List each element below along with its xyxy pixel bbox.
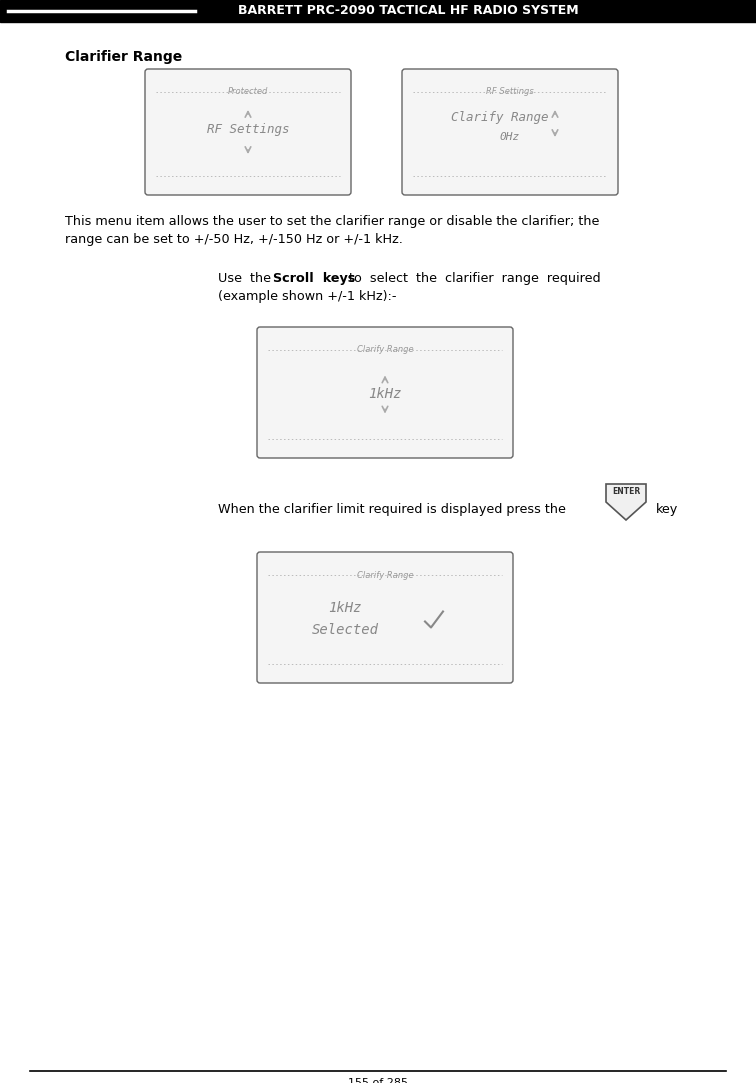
FancyBboxPatch shape xyxy=(402,69,618,195)
Text: (example shown +/-1 kHz):-: (example shown +/-1 kHz):- xyxy=(218,290,396,303)
Text: 155 of 285: 155 of 285 xyxy=(348,1078,408,1083)
Text: key: key xyxy=(656,504,678,517)
Polygon shape xyxy=(606,484,646,520)
Text: ENTER: ENTER xyxy=(612,487,640,496)
Text: Clarify Range: Clarify Range xyxy=(357,571,414,579)
Text: 1kHz: 1kHz xyxy=(328,600,362,614)
Text: Use  the: Use the xyxy=(218,272,279,285)
Text: Selected: Selected xyxy=(311,623,379,637)
Text: 1kHz: 1kHz xyxy=(368,388,401,402)
Text: When the clarifier limit required is displayed press the: When the clarifier limit required is dis… xyxy=(218,504,566,517)
Text: range can be set to +/-50 Hz, +/-150 Hz or +/-1 kHz.: range can be set to +/-50 Hz, +/-150 Hz … xyxy=(65,233,403,246)
Text: to  select  the  clarifier  range  required: to select the clarifier range required xyxy=(341,272,600,285)
Bar xyxy=(0,0,756,22)
Text: Clarifier Range: Clarifier Range xyxy=(65,50,182,64)
FancyBboxPatch shape xyxy=(145,69,351,195)
Text: 0Hz: 0Hz xyxy=(500,132,520,143)
FancyBboxPatch shape xyxy=(257,552,513,683)
Text: RF Settings: RF Settings xyxy=(206,123,290,136)
Text: This menu item allows the user to set the clarifier range or disable the clarifi: This menu item allows the user to set th… xyxy=(65,216,600,229)
Text: Clarify Range: Clarify Range xyxy=(357,345,414,354)
Text: Protected: Protected xyxy=(228,88,268,96)
Text: BARRETT PRC-2090 TACTICAL HF RADIO SYSTEM: BARRETT PRC-2090 TACTICAL HF RADIO SYSTE… xyxy=(237,4,578,17)
Text: Clarify Range: Clarify Range xyxy=(451,110,549,123)
Text: Scroll  keys: Scroll keys xyxy=(273,272,355,285)
Text: RF Settings: RF Settings xyxy=(486,88,534,96)
FancyBboxPatch shape xyxy=(257,327,513,458)
